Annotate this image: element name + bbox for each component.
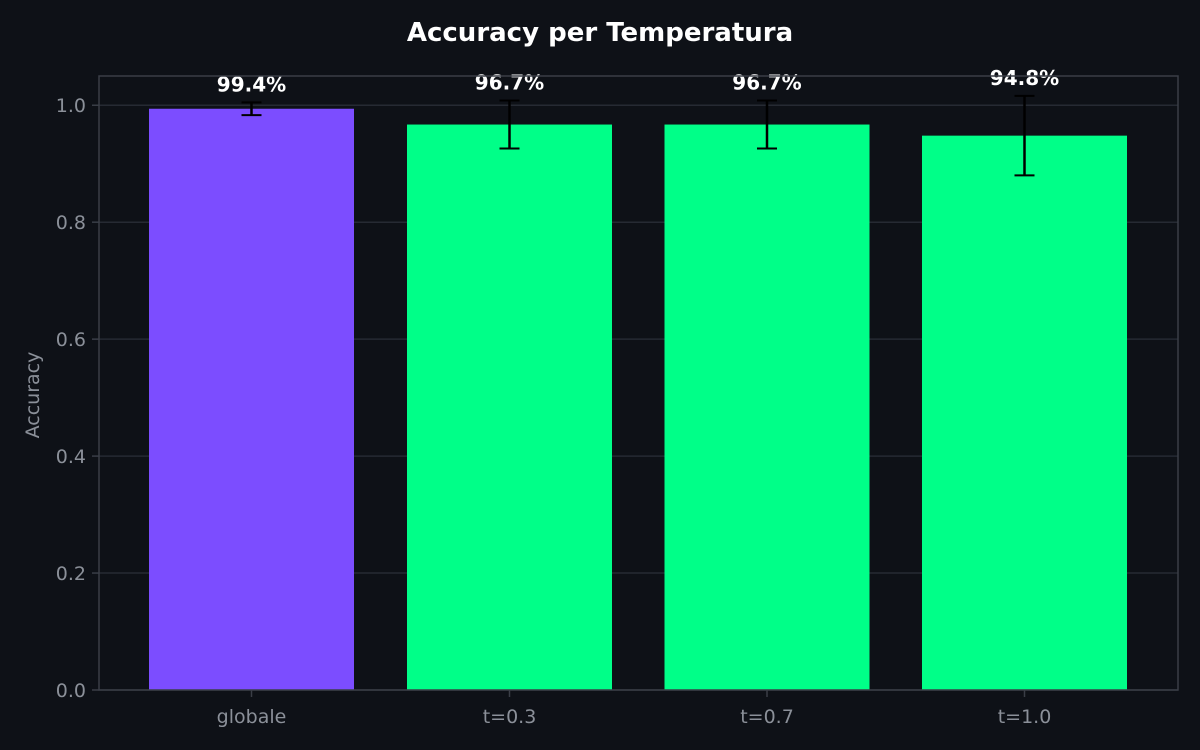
y-tick-label: 1.0: [56, 95, 86, 117]
x-tick-label: t=0.7: [740, 706, 794, 728]
value-label: 96.7%: [732, 71, 801, 95]
x-tick-label: t=1.0: [998, 706, 1052, 728]
value-label: 96.7%: [475, 71, 544, 95]
y-tick-label: 0.6: [56, 329, 86, 351]
x-tick-label: t=0.3: [483, 706, 537, 728]
bar-globale: [149, 108, 354, 691]
bar-t=1.0: [922, 135, 1127, 690]
y-tick-label: 0.0: [56, 680, 86, 702]
y-axis-label: Accuracy: [22, 352, 44, 439]
x-tick-label: globale: [217, 706, 287, 728]
bar-t=0.7: [664, 124, 870, 691]
y-tick-label: 0.4: [56, 446, 86, 468]
plot-frame: [98, 75, 1179, 691]
bar-t=0.3: [407, 124, 612, 691]
y-tick-label: 0.8: [56, 212, 86, 234]
y-tick-label: 0.2: [56, 563, 86, 585]
chart-title: Accuracy per Temperatura: [406, 18, 794, 48]
value-label: 94.8%: [990, 66, 1059, 90]
